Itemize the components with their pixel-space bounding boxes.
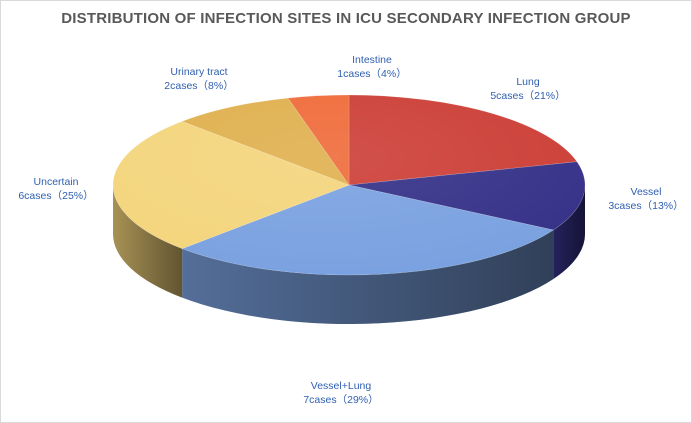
pie-gloss bbox=[113, 95, 585, 275]
slice-label-value-intestine: 1cases（4%） bbox=[337, 68, 406, 80]
pie-side-shade bbox=[113, 185, 183, 298]
chart-title: DISTRIBUTION OF INFECTION SITES IN ICU S… bbox=[61, 10, 631, 27]
slice-label-value-urinary-tract: 2cases（8%） bbox=[164, 80, 233, 92]
pie-side-shade bbox=[182, 230, 554, 324]
slice-label-name-uncertain: Uncertain bbox=[34, 176, 79, 188]
slice-label-name-vessel: Vessel bbox=[631, 186, 662, 198]
slice-label-value-lung: 5cases（21%） bbox=[490, 90, 565, 102]
slice-label-value-uncertain: 6cases（25%） bbox=[18, 190, 93, 202]
pie-labels: Lung 5cases（21%） Vessel 3cases（13%） Vessel+L… bbox=[18, 54, 683, 406]
pie-sides bbox=[113, 185, 585, 324]
slice-label-name-urinary-tract: Urinary tract bbox=[170, 66, 227, 78]
slice-label-value-vessel-lung: 7cases（29%） bbox=[303, 394, 378, 406]
slice-label-name-intestine: Intestine bbox=[352, 54, 392, 66]
slice-label-name-lung: Lung bbox=[516, 76, 540, 88]
pie-side-shade bbox=[553, 185, 585, 279]
slice-label-value-vessel: 3cases（13%） bbox=[608, 200, 683, 212]
pie-top bbox=[112, 94, 586, 276]
slice-label-name-vessel-lung: Vessel+Lung bbox=[311, 380, 372, 392]
